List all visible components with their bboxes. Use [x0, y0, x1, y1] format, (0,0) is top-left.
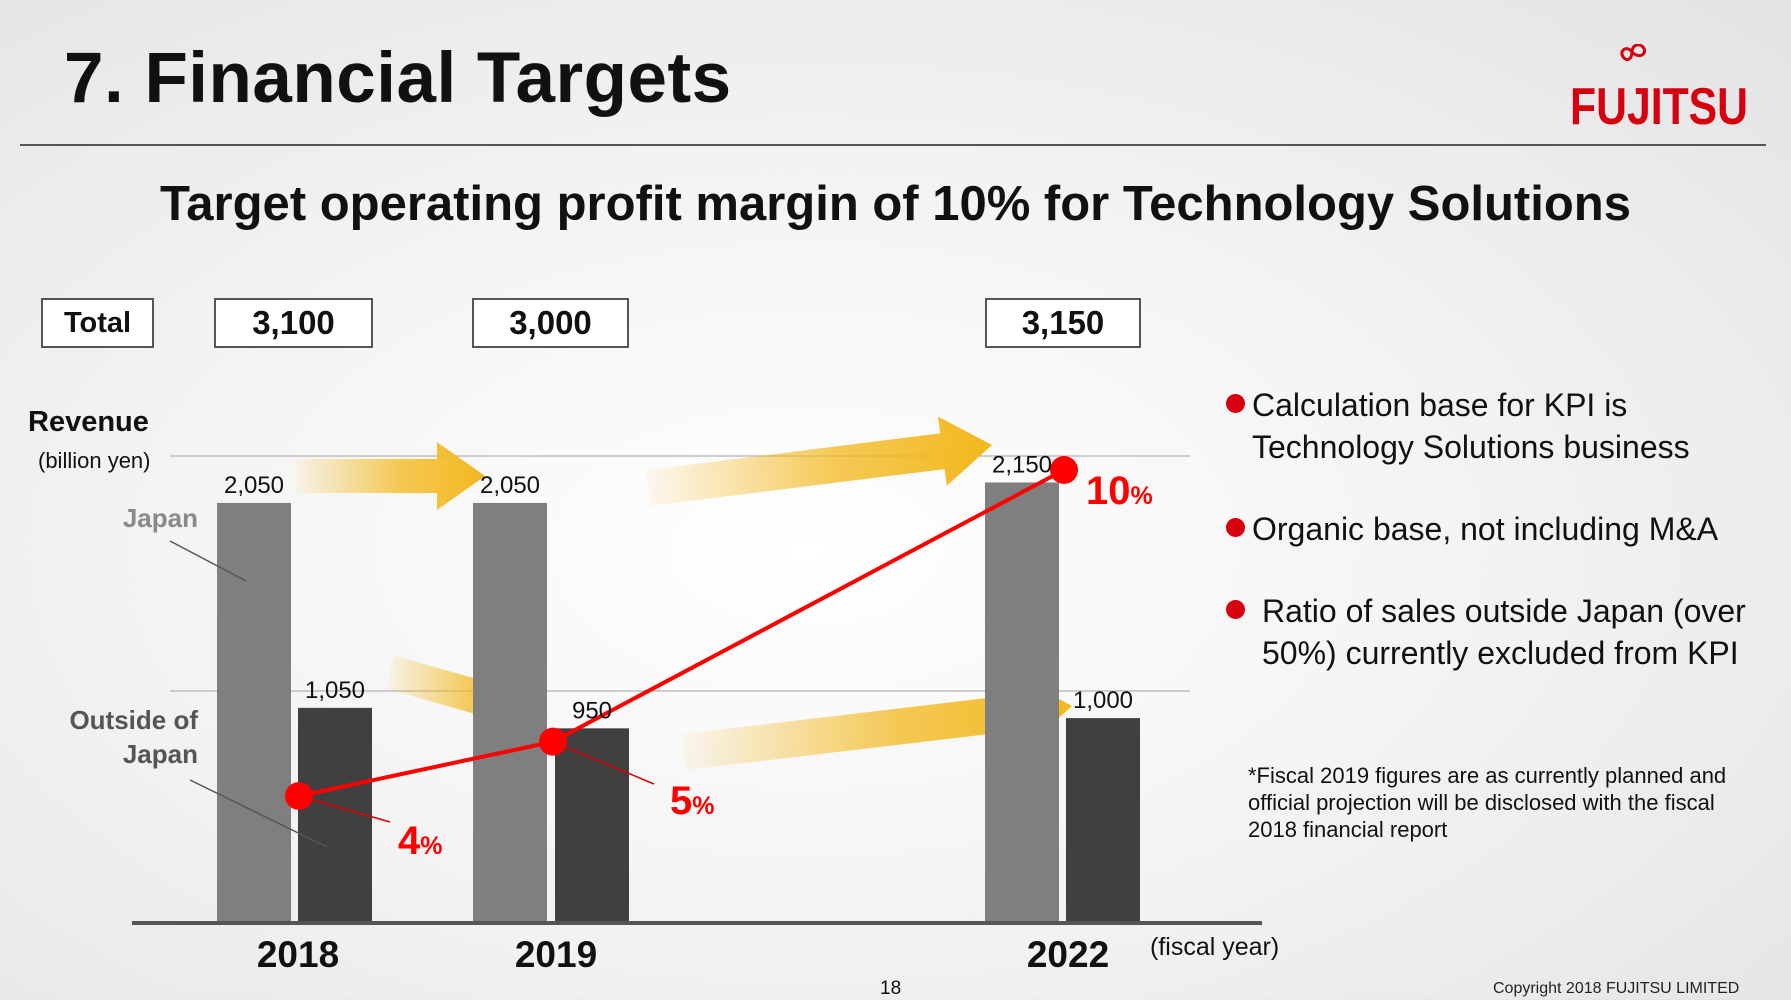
margin-percent-sign: %: [420, 832, 442, 860]
growth-arrow-icon: [295, 442, 485, 510]
margin-point-2019: [539, 727, 567, 756]
copyright: Copyright 2018 FUJITSU LIMITED: [1493, 980, 1740, 997]
margin-label-2018: 4%: [398, 819, 442, 863]
slide-title: 7. Financial Targets: [64, 39, 732, 118]
outside-annotation-line1: Outside of: [69, 705, 198, 735]
margin-point-2018: [285, 782, 313, 810]
margin-value: 10: [1086, 469, 1131, 513]
footnote: *Fiscal 2019 figures are as currently pl…: [1248, 763, 1727, 842]
y-axis-unit: (billion yen): [38, 448, 151, 473]
bar-outside-2018: [298, 707, 372, 923]
logo-infinity-icon: [1620, 44, 1647, 62]
data-label-outside-2018: 1,050: [305, 677, 365, 704]
total-2019-box: 3,000: [472, 298, 629, 348]
bar-japan-2019: [473, 502, 547, 923]
margin-point-2022: [1050, 456, 1078, 484]
bar-japan-2022: [985, 482, 1059, 923]
bullet-item: Organic base, not including M&A: [1222, 508, 1782, 550]
bar-japan-2018: [217, 502, 291, 923]
fujitsu-logo: FUJITSU: [1570, 44, 1748, 134]
bullet-dot-icon: [1226, 394, 1245, 413]
margin-percent-sign: %: [1131, 482, 1153, 510]
data-label-japan-2022: 2,150: [992, 451, 1052, 478]
data-label-outside-2022: 1,000: [1073, 687, 1133, 714]
margin-value: 5: [670, 779, 692, 823]
margin-value: 4: [398, 819, 421, 863]
bullet-dot-icon: [1226, 518, 1245, 537]
bar-outside-2022: [1066, 718, 1140, 923]
bar-outside-2019: [555, 728, 629, 923]
japan-annotation: Japan: [123, 503, 198, 533]
x-tick-label-2018: 2018: [257, 934, 339, 975]
data-label-japan-2019: 2,050: [480, 472, 540, 499]
x-tick-label-2022: 2022: [1027, 934, 1109, 975]
logo-text: FUJITSU: [1570, 78, 1748, 134]
total-2018-box: 3,100: [214, 298, 373, 348]
growth-arrow-icon: [681, 677, 1072, 770]
bullet-text: Organic base, not including M&A: [1252, 511, 1719, 547]
bullet-item: Ratio of sales outside Japan (over 50%) …: [1222, 590, 1782, 674]
margin-label-2022: 10%: [1086, 469, 1153, 513]
slide-subtitle: Target operating profit margin of 10% fo…: [160, 177, 1631, 231]
japan-leader-line: [169, 540, 247, 582]
data-label-outside-2019: 950: [572, 697, 612, 724]
bullet-text: Ratio of sales outside Japan (over 50%) …: [1262, 593, 1746, 671]
margin-leader-line: [552, 740, 655, 785]
x-axis-unit: (fiscal year): [1150, 933, 1279, 961]
page-number: 18: [880, 978, 902, 999]
outside-annotation-line2: Japan: [123, 739, 198, 769]
title-divider: [20, 144, 1766, 146]
y-axis-label: Revenue: [28, 406, 149, 438]
x-tick-label-2019: 2019: [515, 934, 597, 975]
growth-arrow-icon: [645, 416, 992, 506]
outside-leader-line: [189, 779, 328, 848]
data-label-japan-2018: 2,050: [224, 472, 284, 499]
bullet-list: Calculation base for KPI is Technology S…: [1222, 384, 1782, 714]
bullet-dot-icon: [1226, 600, 1245, 619]
margin-percent-sign: %: [692, 792, 714, 820]
total-2022-box: 3,150: [985, 298, 1141, 348]
bullet-item: Calculation base for KPI is Technology S…: [1222, 384, 1782, 468]
margin-line: [298, 468, 1065, 798]
margin-label-2019: 5%: [670, 779, 714, 823]
bullet-text: Calculation base for KPI is Technology S…: [1252, 387, 1690, 465]
total-label-box: Total: [41, 298, 154, 348]
margin-leader-line: [298, 795, 391, 823]
